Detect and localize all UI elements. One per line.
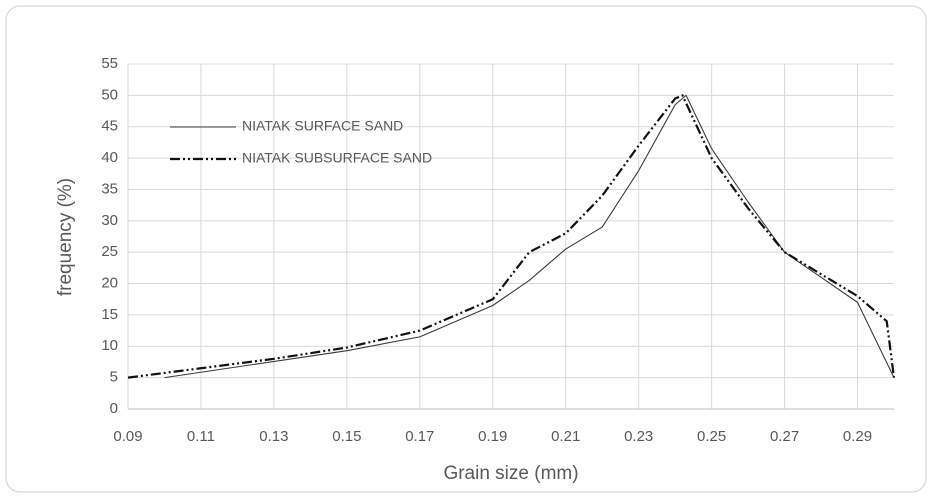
y-tick-label: 55 bbox=[101, 55, 118, 72]
x-tick-label: 0.19 bbox=[478, 428, 507, 445]
y-tick-label: 15 bbox=[101, 306, 118, 323]
x-tick-label: 0.21 bbox=[551, 428, 580, 445]
y-tick-label: 20 bbox=[101, 275, 118, 292]
x-tick-label: 0.15 bbox=[332, 428, 361, 445]
legend-label: NIATAK SUBSURFACE SAND bbox=[242, 150, 432, 166]
y-tick-label: 25 bbox=[101, 243, 118, 260]
data-line bbox=[164, 94, 895, 379]
legend-label: NIATAK SURFACE SAND bbox=[242, 118, 403, 134]
x-tick-label: 0.27 bbox=[770, 428, 799, 445]
x-tick-label: 0.11 bbox=[187, 428, 215, 445]
y-tick-label: 40 bbox=[101, 149, 118, 166]
chart-frame bbox=[5, 5, 927, 493]
y-axis-title: frequency (%) bbox=[55, 178, 76, 296]
y-tick-label: 50 bbox=[101, 86, 118, 103]
y-tick-label: 5 bbox=[110, 369, 118, 386]
x-tick-label: 0.23 bbox=[624, 428, 653, 445]
x-tick-label: 0.17 bbox=[405, 428, 434, 445]
x-tick-label: 0.13 bbox=[259, 428, 288, 445]
x-axis-title: Grain size (mm) bbox=[443, 463, 578, 484]
y-tick-label: 30 bbox=[101, 212, 118, 229]
y-tick-label: 0 bbox=[110, 400, 118, 417]
y-tick-label: 35 bbox=[101, 180, 118, 197]
y-tick-label: 10 bbox=[101, 337, 118, 354]
x-tick-label: 0.29 bbox=[843, 428, 872, 445]
data-line bbox=[127, 94, 896, 379]
x-tick-label: 0.25 bbox=[697, 428, 726, 445]
x-tick-label: 0.09 bbox=[113, 428, 142, 445]
y-tick-label: 45 bbox=[101, 118, 118, 135]
